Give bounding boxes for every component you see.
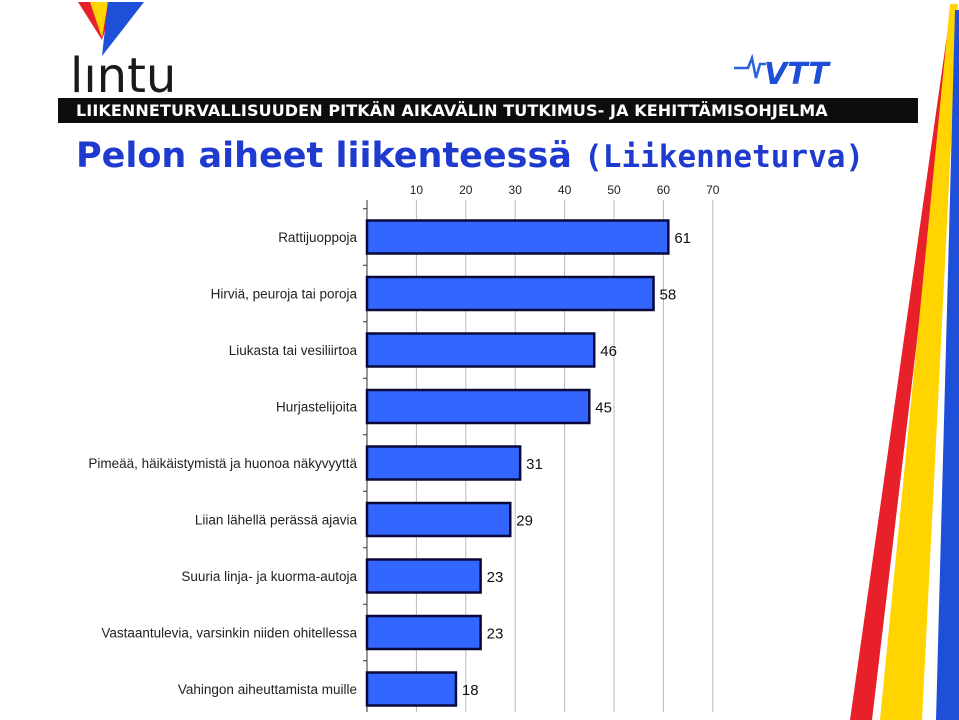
data-label: 61 — [674, 230, 691, 247]
category-label: Hirviä, peuroja tai poroja — [211, 287, 358, 302]
title-source: (Liikenneturva) — [584, 139, 865, 175]
vtt-wave — [734, 53, 766, 79]
category-label: Rattijuoppoja — [278, 230, 357, 245]
data-label: 46 — [600, 343, 617, 360]
data-label: 31 — [526, 456, 543, 473]
x-tick-label: 40 — [558, 183, 572, 197]
bar — [365, 501, 512, 538]
data-label: 23 — [487, 569, 504, 586]
program-banner: LIIKENNETURVALLISUUDEN PITKÄN AIKAVÄLIN … — [58, 98, 918, 123]
logo-triangle-blue — [102, 2, 144, 56]
data-label: 18 — [462, 682, 479, 699]
category-label: Suuria linja- ja kuorma-autoja — [181, 569, 357, 584]
logo-text: lıntu — [70, 48, 176, 98]
category-label: Liukasta tai vesiliirtoa — [229, 343, 358, 358]
category-label: Hurjastelijoita — [276, 400, 358, 415]
category-label: Pimeää, häikäistymistä ja huonoa näkyvyy… — [88, 456, 357, 471]
title-main: Pelon aiheet liikenteessä — [76, 136, 572, 176]
bar — [365, 445, 522, 481]
bar — [365, 332, 596, 368]
category-label: Vastaantulevia, varsinkin niiden ohitell… — [101, 626, 357, 641]
bar — [365, 275, 655, 312]
page-title: Pelon aiheet liikenteessä (Liikenneturva… — [76, 128, 864, 185]
data-label: 29 — [516, 513, 533, 530]
category-label: Liian lähellä perässä ajavia — [195, 513, 358, 528]
stripe-yellow — [880, 4, 958, 720]
data-label: 45 — [595, 400, 612, 417]
bar — [365, 671, 458, 707]
vtt-logo: VTT — [734, 53, 831, 90]
x-tick-label: 50 — [607, 183, 621, 197]
bar — [365, 219, 670, 255]
bar — [365, 558, 482, 594]
data-label: 58 — [660, 287, 677, 304]
logo-triangle-yellow — [90, 2, 108, 38]
bar — [365, 614, 482, 651]
x-tick-label: 70 — [706, 183, 720, 197]
stripe-red — [850, 28, 954, 720]
data-label: 23 — [487, 626, 504, 643]
x-tick-label: 20 — [459, 183, 473, 197]
vtt-text: VTT — [764, 57, 831, 90]
x-tick-label: 30 — [509, 183, 523, 197]
category-label: Vahingon aiheuttamista muille — [178, 682, 357, 697]
bar — [365, 388, 591, 425]
x-tick-label: 60 — [657, 183, 671, 197]
lintu-logo: lıntu — [70, 2, 176, 98]
stripe-blue — [936, 10, 959, 720]
x-tick-label: 10 — [410, 183, 424, 197]
